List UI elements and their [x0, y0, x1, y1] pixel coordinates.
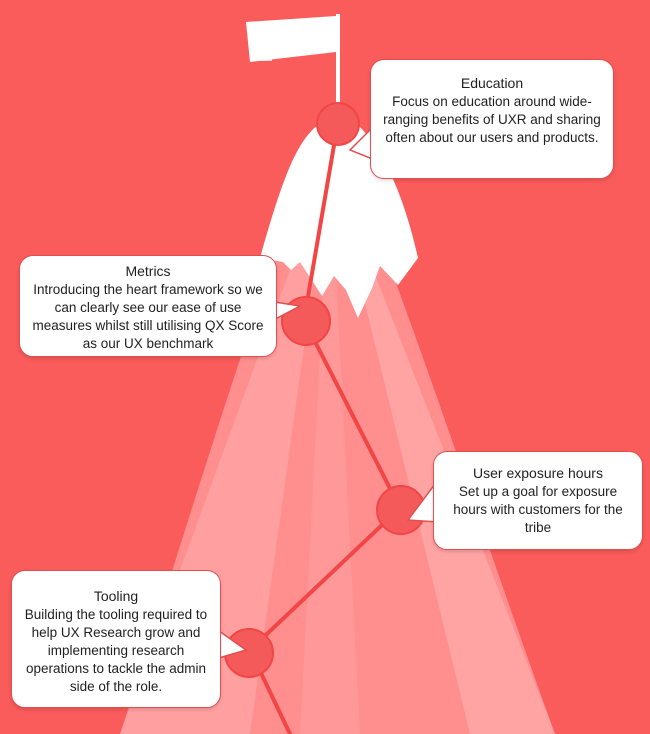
flag-pole — [336, 14, 340, 124]
callout-metrics: Metrics Introducing the heart framework … — [19, 255, 277, 357]
milestone-title: User exposure hours — [473, 465, 603, 481]
milestone-description: Focus on education around wide-ranging b… — [383, 94, 601, 145]
callout-user-exposure-hours: User exposure hours Set up a goal for ex… — [433, 451, 643, 550]
milestone-education-marker — [316, 102, 360, 146]
callout-education: Education Focus on education around wide… — [370, 59, 614, 179]
milestone-title: Education — [460, 75, 524, 91]
flag — [246, 16, 336, 62]
callout-tooling: Tooling Building the tooling required to… — [11, 570, 221, 708]
milestone-title: Tooling — [93, 588, 139, 604]
milestone-description: Introducing the heart framework so we ca… — [32, 282, 264, 351]
milestone-description: Building the tooling required to help UX… — [24, 607, 208, 694]
milestone-description: Set up a goal for exposure hours with cu… — [453, 484, 623, 535]
milestone-title: Metrics — [125, 263, 171, 279]
mountain-facet-right — [330, 160, 555, 734]
